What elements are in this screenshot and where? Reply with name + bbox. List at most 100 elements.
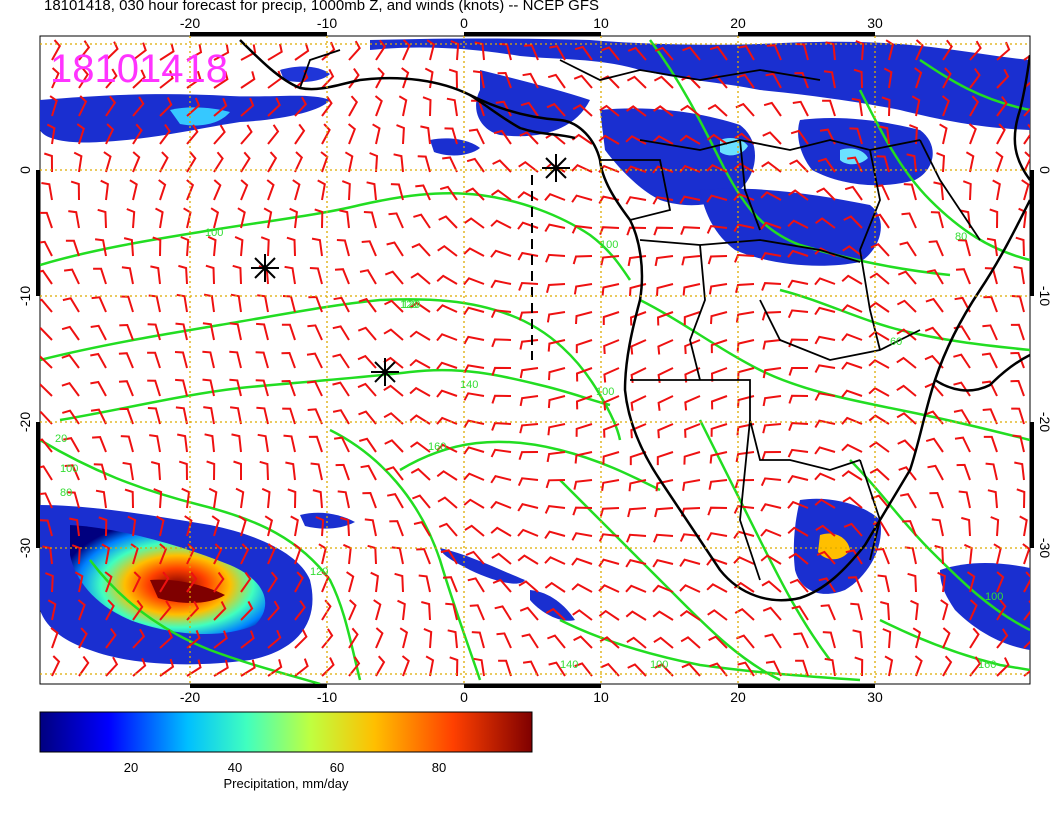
wind-barb	[522, 72, 539, 89]
wind-barb	[93, 463, 107, 481]
wind-barb	[523, 44, 539, 61]
wind-barb	[401, 655, 410, 677]
wind-barb	[255, 351, 269, 369]
wind-barb	[1019, 515, 1028, 537]
wind-barb	[981, 352, 998, 369]
wind-barb	[709, 451, 728, 464]
wind-barb	[933, 181, 944, 201]
wind-barb	[213, 179, 222, 201]
wind-barb	[625, 559, 647, 568]
y-tick-label: -20	[17, 412, 33, 432]
wind-barb	[321, 657, 335, 677]
wind-barb	[202, 322, 215, 341]
wind-barb	[492, 159, 512, 173]
wind-barb	[626, 636, 647, 649]
wind-barb	[147, 379, 161, 397]
wind-barb	[76, 123, 85, 145]
wind-barb	[294, 600, 306, 621]
wind-barb	[885, 39, 895, 61]
wind-barb	[147, 351, 161, 369]
wind-barb	[904, 546, 917, 565]
wind-barb	[654, 507, 674, 518]
wind-barb	[814, 392, 836, 401]
wind-barb	[657, 339, 674, 355]
wind-barb	[656, 451, 674, 466]
wind-barb	[652, 165, 674, 174]
wind-barb	[762, 606, 782, 621]
wind-barb	[73, 151, 83, 173]
wind-barb	[287, 488, 297, 509]
wind-barb	[575, 367, 593, 382]
wind-barb	[737, 661, 755, 677]
wind-barb	[902, 520, 917, 537]
wind-barb	[383, 412, 404, 425]
x-tick-label: -20	[180, 15, 200, 31]
wind-barb	[853, 68, 863, 89]
wind-barb	[442, 156, 458, 173]
wind-barb	[178, 460, 188, 481]
wind-barb	[348, 68, 360, 89]
wind-barb	[437, 244, 458, 257]
wind-barb	[205, 264, 215, 285]
wind-barb	[762, 339, 782, 350]
wind-barb	[877, 574, 890, 593]
wind-barb	[100, 179, 109, 201]
wind-barb	[71, 544, 81, 565]
wind-barb	[969, 95, 980, 117]
wind-barb	[384, 439, 404, 453]
wind-barb	[733, 556, 755, 565]
wind-barb	[548, 367, 566, 381]
wind-barb	[763, 101, 782, 117]
wind-barb	[436, 304, 458, 313]
wind-barb	[388, 212, 404, 229]
colorbar-tick: 80	[432, 760, 446, 775]
wind-barb	[213, 124, 226, 145]
wind-barb	[996, 571, 1005, 593]
wind-barb	[147, 323, 161, 341]
wind-barb	[791, 605, 809, 621]
wind-barb	[266, 179, 275, 201]
wind-barb	[679, 584, 701, 593]
wind-barb	[710, 395, 728, 410]
wind-barb	[281, 323, 296, 341]
wind-barb	[544, 223, 566, 233]
wind-barb	[294, 96, 308, 117]
wind-barb	[348, 656, 361, 677]
wind-barb	[121, 266, 134, 285]
wind-barb	[787, 526, 809, 537]
wind-barb	[308, 435, 323, 453]
wind-barb	[63, 436, 80, 453]
wind-barb	[1016, 488, 1026, 509]
wind-barb	[126, 208, 136, 229]
wind-barb	[1011, 295, 1025, 313]
wind-barb	[823, 70, 836, 89]
wind-barb	[422, 96, 432, 117]
wind-barb	[546, 451, 566, 463]
wind-barb	[897, 439, 917, 453]
wind-barb	[996, 68, 1010, 89]
wind-barb	[159, 43, 175, 61]
wind-barb	[105, 656, 119, 677]
wind-barb	[855, 40, 865, 61]
wind-barb	[344, 151, 354, 173]
wind-barb	[879, 125, 890, 145]
wind-barb	[956, 463, 971, 481]
wind-barb	[308, 295, 323, 313]
wind-barb	[409, 301, 431, 313]
wind-barb	[383, 384, 404, 397]
wind-barb	[178, 264, 188, 285]
wind-barb	[436, 443, 458, 453]
wind-barb	[684, 339, 701, 355]
wind-barb	[103, 151, 112, 173]
wind-barb	[45, 572, 54, 593]
wind-barb	[267, 124, 280, 145]
wind-barb	[359, 269, 377, 285]
contour-label: 100	[60, 463, 78, 475]
wind-barb	[707, 255, 728, 265]
wind-barb	[1013, 265, 1025, 285]
wind-barb	[706, 583, 728, 593]
wind-barb	[996, 628, 1009, 649]
wind-barb	[490, 279, 512, 289]
wind-barb	[497, 71, 512, 89]
contour-label: 120	[310, 566, 328, 578]
